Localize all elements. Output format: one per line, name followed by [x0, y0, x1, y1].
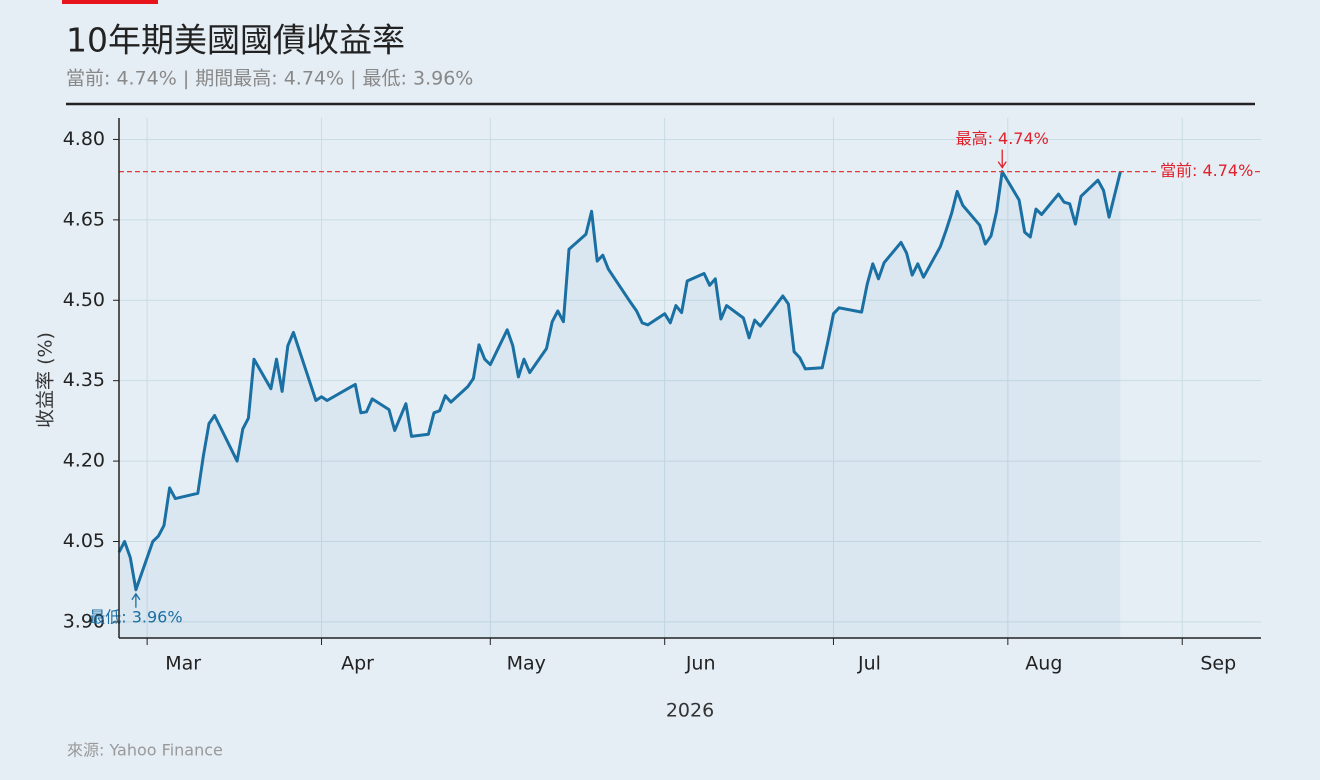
x-tick-label: Jul: [857, 653, 881, 675]
annotation-arrowhead: [131, 592, 141, 601]
x-tick-label: Aug: [1025, 653, 1062, 675]
annotation-backdrop: [1158, 161, 1252, 182]
annotation: 當前: 4.74%: [1160, 161, 1253, 180]
area-fill: [119, 171, 1121, 638]
y-tick-label: 4.05: [63, 530, 105, 552]
y-axis-label: 收益率 (%): [35, 332, 57, 428]
x-tick-label: Jun: [685, 653, 716, 675]
y-tick-label: 4.65: [63, 208, 105, 230]
line-series: [117, 170, 1122, 592]
chart-subtitle: 當前: 4.74% | 期間最高: 4.74% | 最低: 3.96%: [66, 68, 473, 90]
x-tick-label: Apr: [341, 653, 374, 675]
x-axis-label: 2026: [666, 700, 714, 722]
y-tick-label: 4.20: [63, 450, 105, 472]
annotation: 最高: 4.74%: [956, 129, 1049, 148]
x-tick-label: Mar: [165, 653, 201, 675]
chart-title: 10年期美國國債收益率: [66, 21, 405, 60]
annotation-arrowhead: [997, 161, 1007, 169]
accent-bar: [62, 0, 158, 4]
source-note: 來源: Yahoo Finance: [67, 741, 223, 760]
annotation: 最低: 3.96%: [89, 607, 182, 626]
y-tick-label: 3.90: [63, 610, 105, 632]
y-tick-label: 4.50: [63, 289, 105, 311]
x-tick-label: May: [507, 653, 546, 675]
x-tick-label: Sep: [1200, 653, 1236, 675]
y-tick-label: 4.35: [63, 369, 105, 391]
y-tick-label: 4.80: [63, 128, 105, 150]
